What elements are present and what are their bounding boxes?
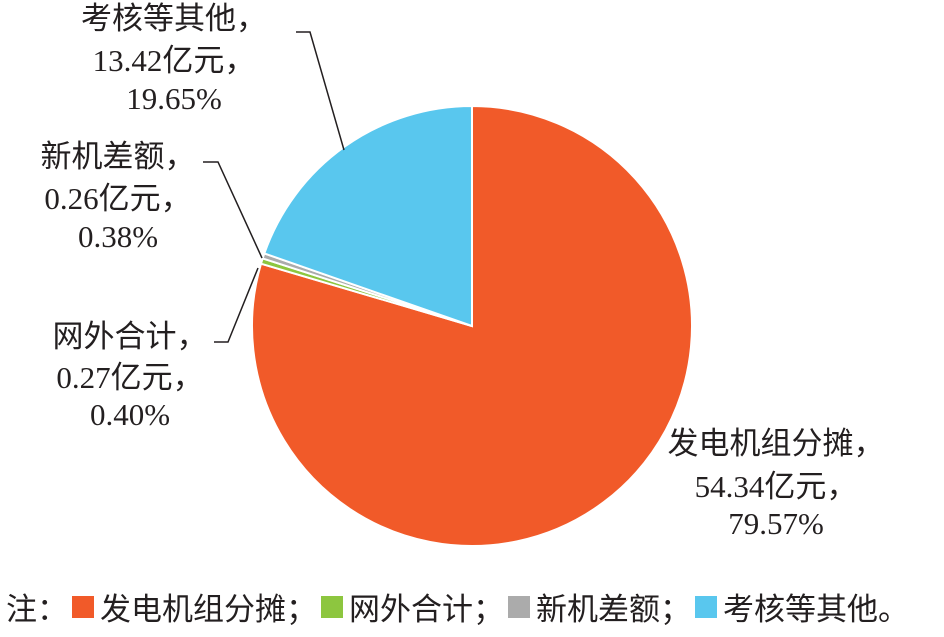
legend-swatch — [321, 595, 343, 618]
legend-label: 新机差额 — [536, 592, 660, 627]
leader-line — [296, 31, 345, 151]
slice-label: 54.34亿元， — [695, 469, 858, 504]
leader-line — [203, 161, 263, 259]
pie-slice — [263, 104, 473, 328]
legend-separator: ； — [286, 592, 317, 627]
chart: 发电机组分摊， 54.34亿元，79.57% 网外合计， 0.27亿元，0.40% 新机… — [41, 1, 885, 547]
slice-label: 发电机组分摊， — [668, 426, 885, 461]
legend-prefix: 注： — [6, 592, 68, 627]
legend-swatch — [695, 595, 717, 618]
legend-swatch — [72, 595, 94, 618]
slice-value-label: 0.40% — [90, 397, 170, 432]
slice-label: 0.26亿元， — [44, 181, 191, 216]
legend: 注： 发电机组分摊；网外合计；新机差额；考核等其他。 — [6, 584, 909, 629]
legend-separator: 。 — [878, 592, 909, 627]
legend-separator: ； — [660, 592, 691, 627]
leader-line — [214, 267, 259, 343]
legend-label: 考核等其他 — [723, 592, 878, 627]
slice-label: 新机差额， — [41, 139, 196, 174]
legend-separator: ； — [473, 592, 504, 627]
legend-swatch — [508, 595, 530, 618]
slice-value-label: 19.65% — [126, 81, 222, 116]
slice-label: 考核等其他， — [81, 1, 267, 36]
legend-label: 网外合计 — [349, 592, 473, 627]
slice-label: 0.27亿元， — [56, 360, 203, 395]
slice-label: 13.42亿元， — [93, 43, 256, 78]
slice-value-label: 0.38% — [78, 219, 158, 254]
legend-label: 发电机组分摊 — [100, 592, 286, 627]
slice-label: 网外合计， — [53, 319, 208, 354]
slice-value-label: 79.57% — [728, 506, 824, 541]
slices — [251, 104, 693, 547]
